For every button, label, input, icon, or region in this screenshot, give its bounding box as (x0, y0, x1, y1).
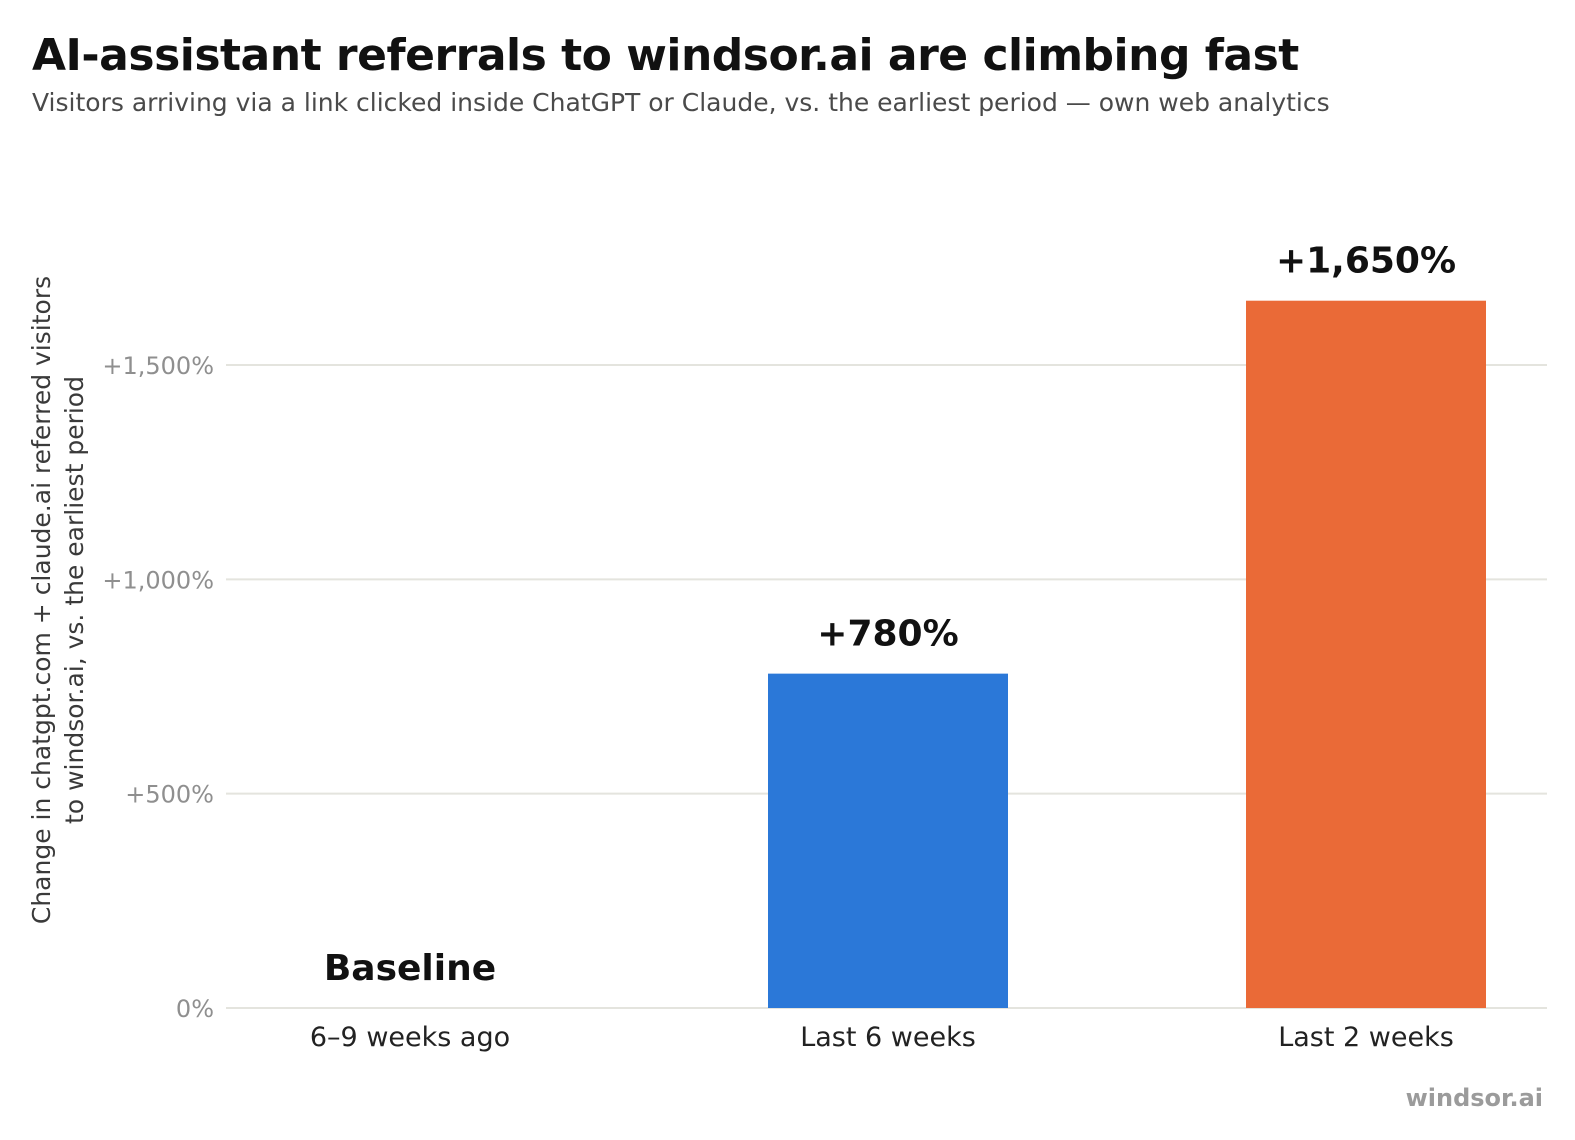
chart-title: AI-assistant referrals to windsor.ai are… (32, 30, 1299, 81)
chart-subtitle: Visitors arriving via a link clicked ins… (32, 88, 1330, 117)
bars (768, 300, 1486, 1008)
x-tick-label: Last 2 weeks (1278, 1022, 1454, 1053)
data-label: +1,650% (1276, 241, 1456, 282)
y-tick-label: 0% (176, 995, 214, 1023)
data-label: Baseline (324, 948, 496, 989)
data-labels: Baseline +780% +1,650% (324, 241, 1456, 989)
brand-watermark: windsor.ai (1405, 1084, 1543, 1112)
y-tick-label: +1,500% (102, 352, 214, 380)
x-tick-label: 6–9 weeks ago (310, 1022, 510, 1053)
data-label: +780% (817, 614, 958, 655)
y-tick-label: +500% (125, 781, 214, 809)
bar (768, 673, 1008, 1008)
y-axis-title: Change in chatgpt.com + claude.ai referr… (27, 276, 89, 924)
y-axis-title-line: to windsor.ai, vs. the earliest period (60, 376, 89, 824)
y-tick-label: +1,000% (102, 566, 214, 594)
axes: 0% +500% +1,000% +1,500% 6–9 weeks ago Last 6… (27, 276, 1454, 1053)
x-tick-label: Last 6 weeks (800, 1022, 976, 1053)
y-axis-title-line: Change in chatgpt.com + claude.ai referr… (27, 276, 56, 924)
bar (1246, 300, 1486, 1008)
